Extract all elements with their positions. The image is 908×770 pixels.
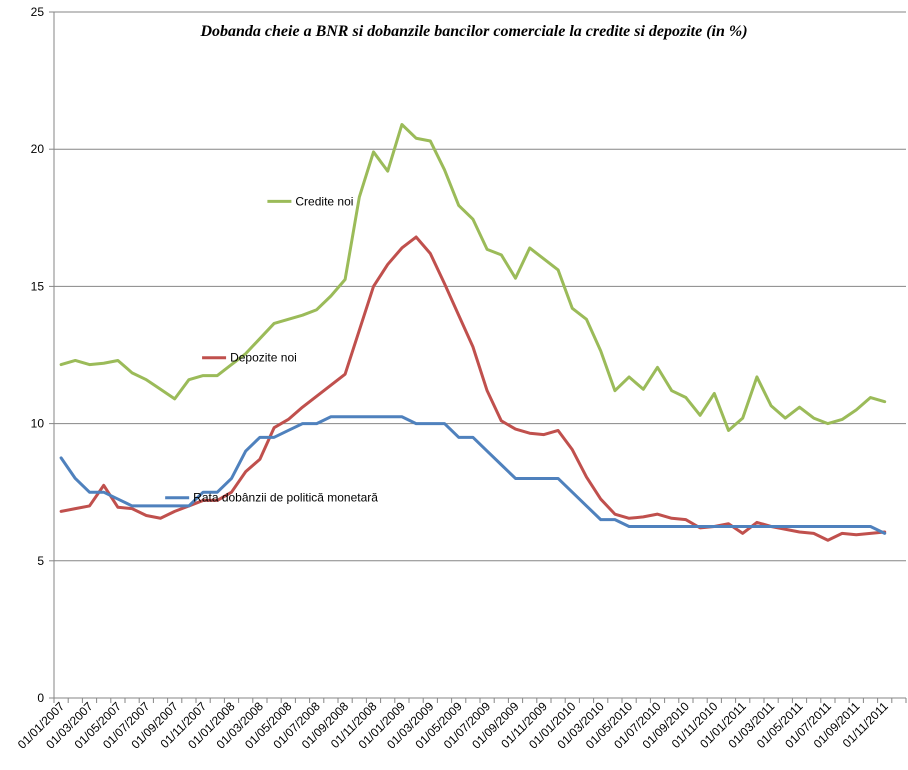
y-tick-label: 10 xyxy=(31,417,45,431)
y-tick-label: 20 xyxy=(31,142,45,156)
series-labels: Credite noi Depozite noi Rata dobânzii de … xyxy=(165,194,378,505)
series-line xyxy=(59,415,887,535)
series-label: Depozite noi xyxy=(230,351,297,365)
gridlines xyxy=(54,11,906,562)
chart-title: Dobanda cheie a BNR si dobanzile bancilo… xyxy=(199,23,747,40)
series-line xyxy=(59,123,887,432)
series-line xyxy=(59,235,887,542)
series-group xyxy=(59,123,887,542)
y-tick-label: 5 xyxy=(37,554,44,568)
series-label: Credite noi xyxy=(295,194,353,208)
y-tick-label: 25 xyxy=(31,5,45,19)
y-tick-label: 0 xyxy=(37,691,44,705)
y-tick-label: 15 xyxy=(31,279,45,293)
series-label: Rata dobânzii de politică monetară xyxy=(193,491,378,505)
y-axis-ticks: 0 5 10 15 20 25 xyxy=(31,5,54,705)
